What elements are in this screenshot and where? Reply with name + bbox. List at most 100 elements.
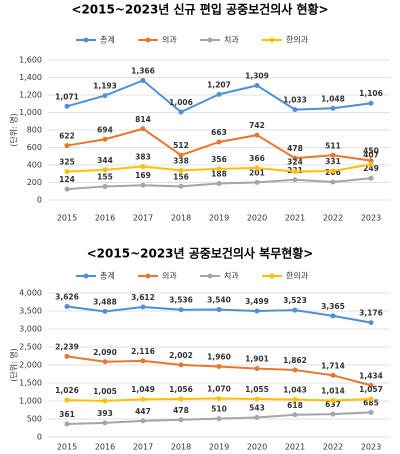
chart-title: <2015~2023년 공중보건의사 복무현황> [87, 246, 314, 261]
data-point [140, 77, 146, 83]
data-label: 3,365 [321, 302, 345, 311]
x-tick-label: 2022 [323, 214, 343, 223]
legend-marker [83, 37, 89, 43]
data-point [330, 152, 336, 158]
data-label: 447 [135, 407, 151, 416]
x-tick-label: 2017 [133, 443, 153, 452]
y-axis-label: (단위: 명) [9, 113, 19, 147]
data-point [102, 136, 108, 142]
data-point [368, 100, 374, 106]
legend-marker [207, 273, 213, 279]
data-label: 450 [363, 147, 379, 156]
legend-label: 치과 [224, 272, 239, 281]
data-label: 3,523 [283, 296, 307, 305]
data-point [330, 105, 336, 111]
data-label: 742 [249, 121, 265, 130]
legend-label: 총계 [100, 271, 115, 281]
data-point [140, 163, 146, 169]
data-label: 1,056 [169, 385, 193, 394]
data-label: 478 [287, 144, 303, 153]
data-point [178, 396, 184, 402]
data-label: 324 [287, 158, 303, 167]
data-label: 325 [59, 158, 75, 167]
data-point [102, 167, 108, 173]
data-point [140, 126, 146, 132]
y-tick-label: 400 [27, 161, 42, 170]
data-label: 1,862 [283, 356, 307, 365]
data-label: 344 [97, 156, 113, 165]
legend-label: 치과 [224, 36, 239, 45]
data-point [178, 183, 184, 189]
data-point [64, 143, 70, 149]
data-point [368, 161, 374, 167]
data-label: 3,626 [55, 292, 79, 301]
data-point [368, 175, 374, 181]
data-label: 3,176 [359, 309, 383, 318]
legend-label: 총계 [100, 35, 115, 45]
data-point [330, 397, 336, 403]
data-label: 2,116 [131, 347, 155, 356]
data-point [140, 304, 146, 310]
data-point [216, 307, 222, 313]
y-tick-label: 2,500 [19, 343, 42, 352]
legend-label: 한의과 [286, 271, 309, 281]
data-label: 3,488 [93, 297, 117, 306]
data-label: 1,057 [359, 385, 383, 394]
data-point [254, 414, 260, 420]
data-label: 3,536 [169, 296, 193, 305]
data-point [368, 158, 374, 164]
data-point [178, 167, 184, 173]
data-label: 1,071 [55, 92, 79, 101]
y-tick-label: 1,600 [19, 56, 42, 65]
data-point [254, 82, 260, 88]
data-label: 1,026 [55, 386, 79, 395]
data-label: 694 [97, 125, 113, 134]
data-label: 1,366 [131, 66, 155, 75]
legend-marker [145, 37, 151, 43]
data-point [330, 313, 336, 319]
data-point [254, 396, 260, 402]
legend-marker [207, 37, 213, 43]
data-label: 1,714 [321, 361, 345, 370]
data-point [368, 382, 374, 388]
data-point [216, 395, 222, 401]
data-label: 361 [59, 410, 75, 419]
data-point [102, 308, 108, 314]
x-tick-label: 2018 [171, 443, 191, 452]
data-point [64, 169, 70, 175]
x-tick-label: 2022 [323, 443, 343, 452]
y-axis-label: (단위: 명) [9, 348, 19, 382]
x-tick-label: 2021 [285, 214, 305, 223]
data-point [292, 367, 298, 373]
y-tick-label: 3,500 [19, 307, 42, 316]
data-label: 1,070 [207, 384, 231, 393]
data-point [292, 107, 298, 113]
data-point [140, 396, 146, 402]
data-point [330, 179, 336, 185]
data-label: 637 [325, 400, 341, 409]
legend-marker [83, 273, 89, 279]
data-point [102, 420, 108, 426]
data-point [292, 396, 298, 402]
data-label: 1,309 [245, 71, 269, 80]
data-label: 1,434 [359, 371, 383, 380]
data-label: 3,612 [131, 293, 155, 302]
data-point [368, 320, 374, 326]
data-label: 2,239 [55, 342, 79, 351]
x-tick-label: 2023 [361, 214, 381, 223]
data-point [178, 152, 184, 158]
data-point [178, 109, 184, 115]
data-point [254, 366, 260, 372]
data-label: 685 [363, 398, 379, 407]
x-tick-label: 2019 [209, 214, 229, 223]
data-point [254, 132, 260, 138]
data-label: 201 [249, 168, 265, 177]
data-label: 338 [173, 156, 189, 165]
data-point [102, 93, 108, 99]
data-point [216, 181, 222, 187]
x-tick-label: 2019 [209, 443, 229, 452]
data-label: 155 [97, 172, 113, 181]
data-label: 124 [59, 175, 75, 184]
